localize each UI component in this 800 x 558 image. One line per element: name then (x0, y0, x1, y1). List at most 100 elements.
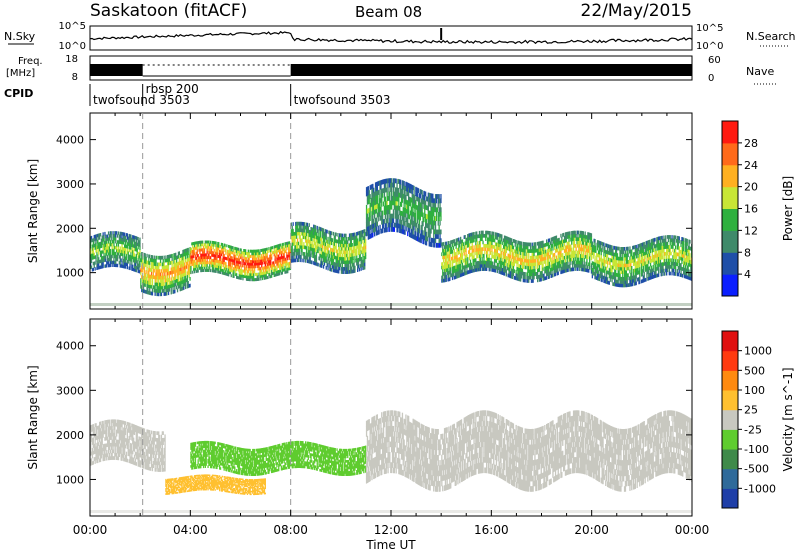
heatmap-cell (579, 251, 580, 255)
heatmap-cell (165, 272, 166, 276)
heatmap-cell (354, 266, 355, 270)
heatmap-cell (539, 268, 540, 272)
heatmap-cell (111, 258, 112, 261)
heatmap-cell (301, 249, 302, 253)
heatmap-cell (95, 255, 96, 258)
heatmap-cell (559, 268, 560, 272)
heatmap-cell (477, 255, 478, 259)
heatmap-cell (450, 267, 451, 271)
heatmap-cell (377, 195, 378, 200)
heatmap-cell (103, 265, 104, 268)
heatmap-cell (339, 247, 340, 251)
heatmap-cell (317, 226, 318, 230)
heatmap-cell (357, 268, 358, 272)
heatmap-cell (101, 245, 102, 248)
heatmap-cell (253, 273, 254, 276)
heatmap-cell (356, 249, 357, 253)
heatmap-cell (501, 238, 502, 242)
heatmap-cell (389, 209, 390, 214)
heatmap-cell (142, 259, 143, 263)
heatmap-cell (579, 244, 580, 248)
heatmap-cell (379, 194, 380, 199)
heatmap-cell (506, 273, 507, 277)
heatmap-cell (545, 260, 546, 264)
heatmap-cell (109, 246, 110, 249)
heatmap-cell (377, 186, 378, 191)
heatmap-cell (232, 246, 233, 249)
heatmap-cell (107, 243, 108, 246)
freq-tick-top: 18 (65, 54, 78, 65)
heatmap-cell (207, 261, 208, 264)
heatmap-cell (438, 221, 439, 226)
heatmap-cell (586, 262, 587, 266)
heatmap-cell (482, 241, 483, 245)
heatmap-cell (442, 269, 443, 273)
heatmap-cell (422, 230, 423, 235)
heatmap-cell (438, 203, 439, 208)
heatmap-cell (379, 230, 380, 235)
heatmap-cell (304, 229, 305, 233)
heatmap-cell (185, 256, 186, 260)
heatmap-cell (161, 292, 162, 296)
heatmap-cell (583, 231, 584, 235)
heatmap-cell (429, 237, 430, 242)
heatmap-cell (336, 233, 337, 237)
heatmap-cell (575, 244, 576, 248)
heatmap-cell (331, 231, 332, 235)
heatmap-cell (387, 227, 388, 232)
heatmap-cell (116, 231, 117, 234)
heatmap-cell (224, 254, 225, 257)
heatmap-cell (168, 265, 169, 269)
heatmap-cell (452, 276, 453, 280)
heatmap-cell (202, 241, 203, 244)
heatmap-cell (120, 246, 121, 249)
heatmap-cell (127, 248, 128, 251)
heatmap-cell (452, 253, 453, 257)
heatmap-cell (482, 247, 483, 251)
heatmap-cell (576, 234, 577, 238)
heatmap-cell (315, 225, 316, 229)
heatmap-cell (230, 264, 231, 267)
heatmap-cell (240, 264, 241, 267)
heatmap-cell (402, 189, 403, 194)
heatmap-cell (440, 212, 441, 217)
heatmap-cell (435, 225, 436, 230)
heatmap-cell (542, 267, 543, 271)
cpid-label: CPID (4, 87, 33, 100)
heatmap-cell (320, 234, 321, 238)
heatmap-cell (577, 234, 578, 238)
heatmap-cell (575, 231, 576, 235)
heatmap-cell (152, 255, 153, 259)
heatmap-cell (238, 248, 239, 251)
freq-label-line1: Freq. (18, 56, 43, 67)
heatmap-cell (332, 238, 333, 242)
heatmap-cell (361, 237, 362, 241)
heatmap-cell (183, 286, 184, 290)
heatmap-cell (545, 256, 546, 260)
heatmap-cell (342, 234, 343, 238)
heatmap-cell (473, 249, 474, 253)
heatmap-cell (225, 252, 226, 255)
heatmap-cell (460, 263, 461, 267)
heatmap-cell (480, 257, 481, 261)
heatmap-cell (583, 255, 584, 259)
heatmap-cell (433, 225, 434, 230)
heatmap-cell (442, 262, 443, 266)
heatmap-cell (381, 198, 382, 203)
heatmap-cell (582, 261, 583, 265)
heatmap-cell (253, 276, 254, 279)
heatmap-cell (539, 265, 540, 269)
heatmap-cell (361, 267, 362, 271)
heatmap-cell (489, 258, 490, 262)
heatmap-cell (297, 238, 298, 242)
heatmap-cell (139, 241, 140, 244)
heatmap-cell (440, 198, 441, 203)
heatmap-cell (439, 234, 440, 239)
heatmap-cell (377, 222, 378, 227)
heatmap-cell (246, 268, 247, 271)
heatmap-cell (398, 188, 399, 193)
heatmap-cell (413, 186, 414, 191)
heatmap-cell (359, 268, 360, 272)
heatmap-cell (177, 289, 178, 293)
nsky-line (90, 32, 692, 44)
